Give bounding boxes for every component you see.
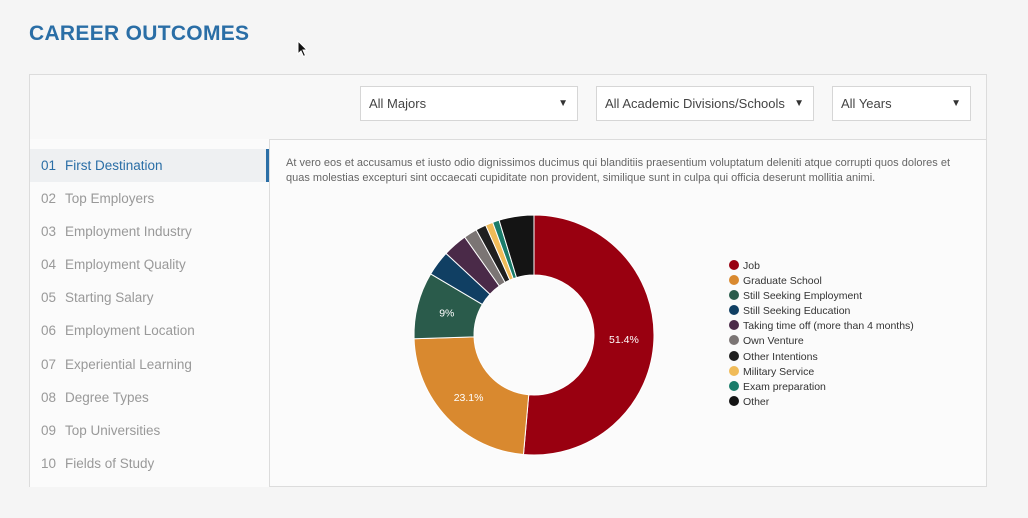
sidebar-item-label: Top Employers bbox=[65, 191, 155, 206]
legend-item-still-seeking-education[interactable]: Still Seeking Education bbox=[729, 304, 914, 319]
sidebar-item-label: Top Universities bbox=[65, 423, 161, 438]
sidebar-nav: 01 First Destination 02 Top Employers 03 Em… bbox=[30, 139, 270, 487]
legend-swatch bbox=[729, 350, 739, 361]
donut-chart: 51.4% 23.1% 9% bbox=[413, 214, 655, 456]
legend-swatch bbox=[729, 395, 739, 406]
chart-legend: Job Graduate School Still Seeking Employme… bbox=[729, 259, 914, 410]
legend-label: Exam preparation bbox=[743, 380, 826, 393]
divisions-select-value: All Academic Divisions/Schools bbox=[605, 96, 785, 111]
legend-swatch bbox=[729, 290, 739, 301]
chevron-down-icon: ▼ bbox=[951, 98, 961, 109]
legend-item-exam-preparation[interactable]: Exam preparation bbox=[729, 380, 914, 395]
sidebar-item-label: Employment Industry bbox=[65, 224, 192, 239]
sidebar-item-label: Fields of Study bbox=[65, 456, 155, 471]
legend-swatch bbox=[729, 335, 739, 346]
data-label-still-seeking-employment: 9% bbox=[439, 308, 454, 320]
legend-label: Other Intentions bbox=[743, 350, 818, 363]
legend-swatch bbox=[729, 260, 739, 270]
sidebar-item-degree-types[interactable]: 08 Degree Types bbox=[30, 381, 269, 414]
legend-item-still-seeking-employment[interactable]: Still Seeking Employment bbox=[729, 289, 914, 304]
mouse-cursor-icon bbox=[297, 40, 309, 58]
data-label-job: 51.4% bbox=[609, 334, 639, 346]
sidebar-item-number: 06 bbox=[41, 323, 57, 338]
sidebar-item-top-universities[interactable]: 09 Top Universities bbox=[30, 414, 269, 447]
legend-item-taking-time-off-more-than-4-months[interactable]: Taking time off (more than 4 months) bbox=[729, 319, 914, 334]
sidebar-item-top-employers[interactable]: 02 Top Employers bbox=[30, 182, 269, 215]
divisions-select[interactable]: All Academic Divisions/Schools ▼ bbox=[596, 86, 814, 121]
sidebar-item-employment-location[interactable]: 06 Employment Location bbox=[30, 314, 269, 347]
sidebar-item-label: First Destination bbox=[65, 158, 163, 173]
sidebar-item-number: 03 bbox=[41, 224, 57, 239]
description-text: At vero eos et accusamus et iusto odio d… bbox=[286, 157, 951, 184]
sidebar-item-number: 10 bbox=[41, 456, 57, 471]
legend-swatch bbox=[729, 365, 739, 376]
chevron-down-icon: ▼ bbox=[794, 98, 804, 109]
sidebar-item-label: Starting Salary bbox=[65, 290, 154, 305]
sidebar-item-number: 09 bbox=[41, 423, 57, 438]
legend-swatch bbox=[729, 275, 739, 286]
legend-swatch bbox=[729, 305, 739, 316]
legend-item-military-service[interactable]: Military Service bbox=[729, 365, 914, 380]
legend-item-own-venture[interactable]: Own Venture bbox=[729, 334, 914, 349]
legend-label: Graduate School bbox=[743, 275, 822, 288]
years-select-value: All Years bbox=[841, 96, 892, 111]
legend-label: Taking time off (more than 4 months) bbox=[743, 320, 914, 333]
legend-label: Other bbox=[743, 395, 770, 408]
sidebar-item-number: 05 bbox=[41, 290, 57, 305]
legend-label: Own Venture bbox=[743, 335, 804, 348]
sidebar-item-number: 04 bbox=[41, 257, 57, 272]
sidebar-item-number: 01 bbox=[41, 158, 57, 173]
sidebar-item-label: Employment Quality bbox=[65, 257, 186, 272]
majors-select-value: All Majors bbox=[369, 96, 427, 111]
legend-label: Still Seeking Education bbox=[743, 305, 851, 318]
data-label-graduate-school: 23.1% bbox=[454, 392, 484, 404]
sidebar-item-fields-of-study[interactable]: 10 Fields of Study bbox=[30, 447, 269, 480]
sidebar-item-number: 02 bbox=[41, 191, 57, 206]
legend-swatch bbox=[729, 320, 739, 331]
years-select[interactable]: All Years ▼ bbox=[832, 86, 971, 121]
sidebar-item-label: Experiential Learning bbox=[65, 357, 192, 372]
sidebar-item-number: 07 bbox=[41, 357, 57, 372]
legend-swatch bbox=[729, 380, 739, 391]
donut-slice-job[interactable] bbox=[522, 214, 655, 456]
legend-label: Still Seeking Employment bbox=[743, 290, 863, 303]
sidebar-item-number: 08 bbox=[41, 390, 57, 405]
donut-slice-other[interactable] bbox=[498, 214, 535, 279]
legend-item-other[interactable]: Other bbox=[729, 395, 914, 410]
page-title: CAREER OUTCOMES bbox=[29, 22, 250, 45]
chevron-down-icon: ▼ bbox=[558, 98, 568, 109]
sidebar-item-experiential-learning[interactable]: 07 Experiential Learning bbox=[30, 348, 269, 381]
majors-select[interactable]: All Majors ▼ bbox=[360, 86, 578, 121]
legend-label: Military Service bbox=[743, 365, 815, 378]
legend-label: Job bbox=[743, 260, 760, 272]
donut-slice-graduate-school[interactable] bbox=[413, 336, 530, 456]
career-outcomes-panel: All Majors ▼ All Academic Divisions/Scho… bbox=[29, 74, 987, 487]
sidebar-item-label: Employment Location bbox=[65, 323, 195, 338]
sidebar-item-employment-industry[interactable]: 03 Employment Industry bbox=[30, 215, 269, 248]
filter-bar: All Majors ▼ All Academic Divisions/Scho… bbox=[30, 75, 986, 140]
sidebar-item-starting-salary[interactable]: 05 Starting Salary bbox=[30, 281, 269, 314]
sidebar-item-employment-quality[interactable]: 04 Employment Quality bbox=[30, 248, 269, 281]
legend-item-other-intentions[interactable]: Other Intentions bbox=[729, 350, 914, 365]
legend-item-graduate-school[interactable]: Graduate School bbox=[729, 274, 914, 289]
legend-item-job[interactable]: Job bbox=[729, 259, 914, 274]
content-area: At vero eos et accusamus et iusto odio d… bbox=[270, 139, 986, 487]
sidebar-item-label: Degree Types bbox=[65, 390, 149, 405]
sidebar-item-first-destination[interactable]: 01 First Destination bbox=[30, 149, 269, 182]
